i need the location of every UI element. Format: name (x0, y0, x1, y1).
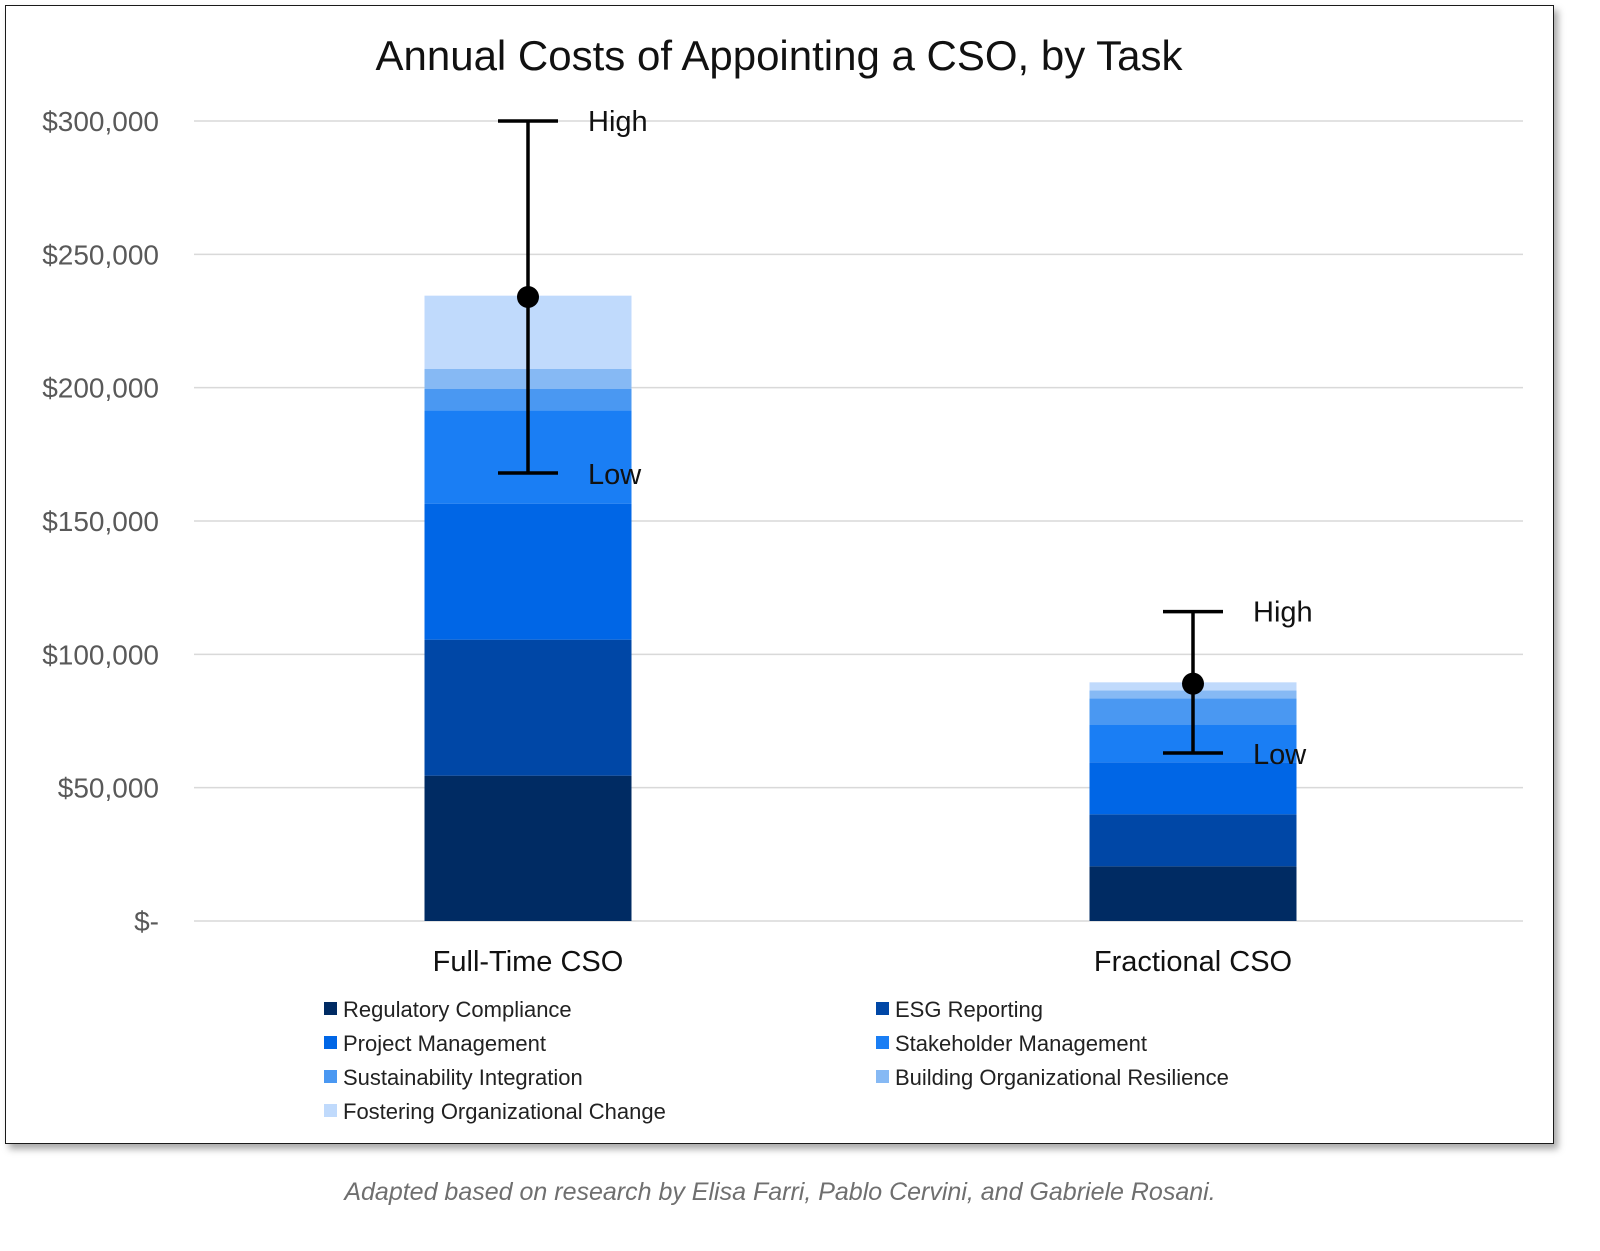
legend-label: Stakeholder Management (895, 1031, 1147, 1056)
bar-segment (1089, 866, 1297, 921)
y-tick-label: $- (134, 906, 159, 937)
legend-swatch (876, 1002, 889, 1015)
category-label: Fractional CSO (1094, 946, 1292, 978)
legend-label: Building Organizational Resilience (895, 1065, 1229, 1090)
bar-segment (424, 639, 632, 776)
gridlines (194, 120, 1523, 922)
range-high-label: High (588, 106, 648, 138)
source-caption: Adapted based on research by Elisa Farri… (344, 1178, 1216, 1206)
y-tick-label: $200,000 (42, 373, 159, 404)
legend-label: Project Management (343, 1031, 546, 1056)
y-axis-ticks: $- $50,000 $100,000 $150,000 $200,000 $250,00… (42, 106, 159, 937)
chart-title: Annual Costs of Appointing a CSO, by Tas… (375, 32, 1183, 79)
y-tick-label: $150,000 (42, 506, 159, 537)
legend: Regulatory Compliance ESG Reporting Projec… (324, 997, 1229, 1124)
legend-swatch (324, 1070, 337, 1083)
y-tick-label: $100,000 (42, 639, 159, 670)
range-point (1182, 672, 1204, 695)
x-axis-categories: Full-Time CSO Fractional CSO (433, 946, 1292, 978)
bar-segment (1089, 814, 1297, 867)
y-tick-label: $300,000 (42, 106, 159, 137)
y-tick-label: $50,000 (58, 773, 159, 804)
y-tick-label: $250,000 (42, 239, 159, 270)
legend-swatch (876, 1036, 889, 1049)
legend-label: ESG Reporting (895, 997, 1043, 1022)
legend-swatch (324, 1002, 337, 1015)
bar-segment (424, 775, 632, 921)
bar-segment (1089, 762, 1297, 815)
range-high-label: High (1253, 597, 1313, 629)
stacked-bar-chart: Annual Costs of Appointing a CSO, by Tas… (42, 32, 1523, 1124)
bar-segment (424, 503, 632, 640)
range-point (517, 286, 539, 308)
legend-swatch (324, 1104, 337, 1117)
range-markers: High Low High Low (498, 106, 1313, 771)
legend-swatch (876, 1070, 889, 1083)
legend-label: Regulatory Compliance (343, 997, 572, 1022)
chart-frame: Annual Costs of Appointing a CSO, by Tas… (5, 5, 1554, 1144)
legend-swatch (324, 1036, 337, 1049)
range-low-label: Low (588, 459, 642, 491)
range-low-label: Low (1253, 739, 1307, 771)
bars (424, 295, 1297, 921)
legend-label: Fostering Organizational Change (343, 1099, 666, 1124)
legend-label: Sustainability Integration (343, 1065, 583, 1090)
category-label: Full-Time CSO (433, 946, 624, 978)
